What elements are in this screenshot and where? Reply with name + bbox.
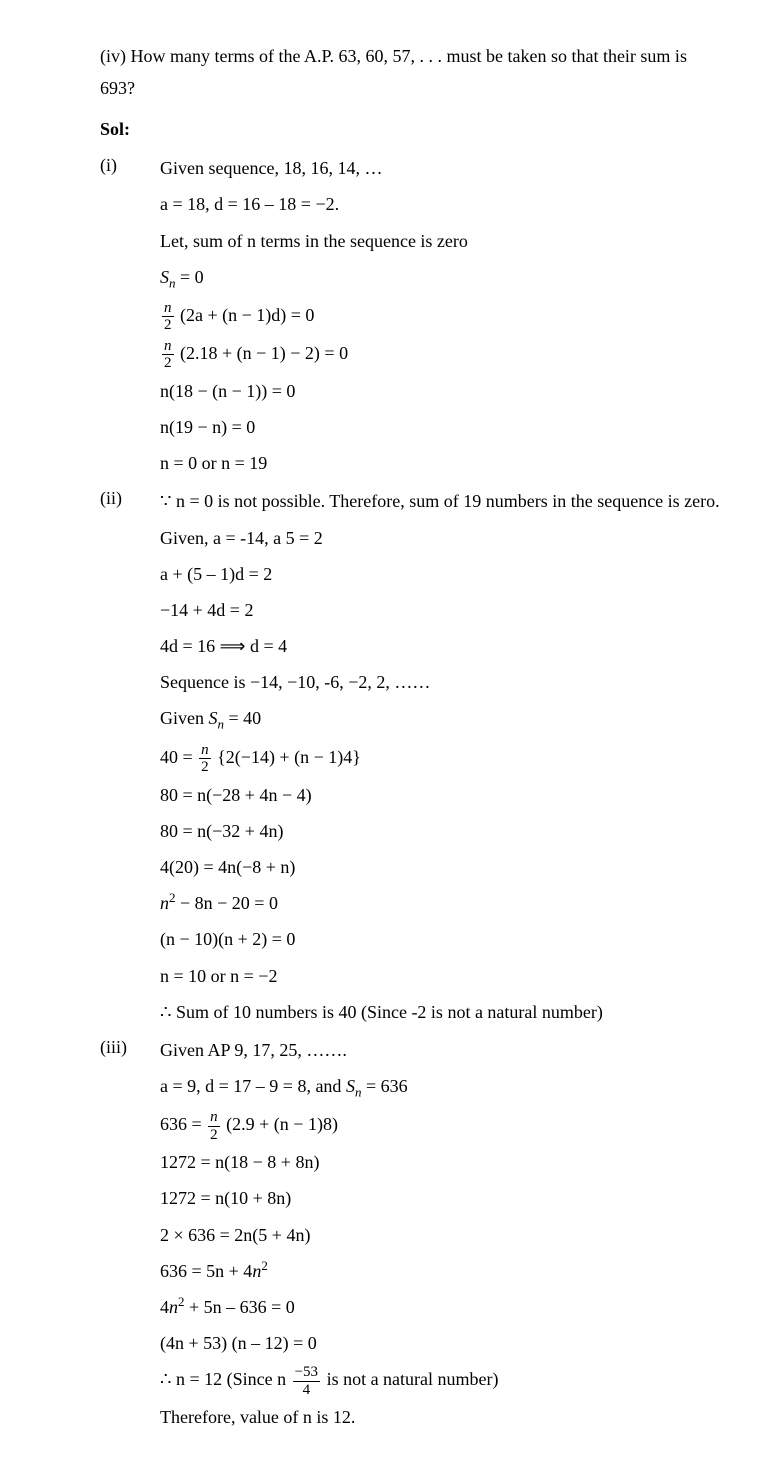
part-i-content: Given sequence, 18, 16, 14, …a = 18, d =… [160,149,720,482]
math-line: ∵ n = 0 is not possible. Therefore, sum … [160,484,720,518]
solution-label: Sol: [100,113,720,145]
math-line: Sequence is −14, −10, -6, −2, 2, …… [160,665,720,699]
math-line: n2 − 8n − 20 = 0 [160,886,720,920]
math-line: 2 × 636 = 2n(5 + 4n) [160,1218,720,1252]
math-line: n2 (2.18 + (n − 1) − 2) = 0 [160,336,720,372]
math-line: n = 0 or n = 19 [160,446,720,480]
part-iii-content: Given AP 9, 17, 25, …….a = 9, d = 17 – 9… [160,1031,720,1437]
part-ii: (ii) ∵ n = 0 is not possible. Therefore,… [100,482,720,1031]
math-line: n2 (2a + (n − 1)d) = 0 [160,298,720,334]
math-line: Sn = 0 [160,260,720,296]
math-line: 80 = n(−28 + 4n − 4) [160,778,720,812]
math-line: 636 = 5n + 4n2 [160,1254,720,1288]
math-line: n = 10 or n = −2 [160,959,720,993]
math-line: −14 + 4d = 2 [160,593,720,627]
part-number: (ii) [100,482,160,514]
math-line: Given AP 9, 17, 25, ……. [160,1033,720,1067]
math-line: 1272 = n(10 + 8n) [160,1181,720,1215]
math-line: 4d = 16 ⟹ d = 4 [160,629,720,663]
math-line: a + (5 – 1)d = 2 [160,557,720,591]
math-line: n(19 − n) = 0 [160,410,720,444]
math-line: Given, a = -14, a 5 = 2 [160,521,720,555]
part-ii-content: ∵ n = 0 is not possible. Therefore, sum … [160,482,720,1031]
math-line: (n − 10)(n + 2) = 0 [160,922,720,956]
math-line: (4n + 53) (n – 12) = 0 [160,1326,720,1360]
part-i: (i) Given sequence, 18, 16, 14, …a = 18,… [100,149,720,482]
question-text: (iv) How many terms of the A.P. 63, 60, … [100,40,720,105]
math-line: n(18 − (n − 1)) = 0 [160,374,720,408]
math-line: a = 9, d = 17 – 9 = 8, and Sn = 636 [160,1069,720,1105]
math-line: Let, sum of n terms in the sequence is z… [160,224,720,258]
math-line: 4(20) = 4n(−8 + n) [160,850,720,884]
math-line: 40 = n2 {2(−14) + (n − 1)4} [160,740,720,776]
math-line: 4n2 + 5n – 636 = 0 [160,1290,720,1324]
part-number: (i) [100,149,160,181]
math-line: 636 = n2 (2.9 + (n − 1)8) [160,1107,720,1143]
math-line: Therefore, value of n is 12. [160,1400,720,1434]
part-number: (iii) [100,1031,160,1063]
math-line: 80 = n(−32 + 4n) [160,814,720,848]
math-line: ∴ n = 12 (Since n −534 is not a natural … [160,1362,720,1398]
math-line: Given sequence, 18, 16, 14, … [160,151,720,185]
math-line: 1272 = n(18 − 8 + 8n) [160,1145,720,1179]
part-iii: (iii) Given AP 9, 17, 25, …….a = 9, d = … [100,1031,720,1437]
math-line: Given Sn = 40 [160,701,720,737]
math-line: a = 18, d = 16 – 18 = −2. [160,187,720,221]
